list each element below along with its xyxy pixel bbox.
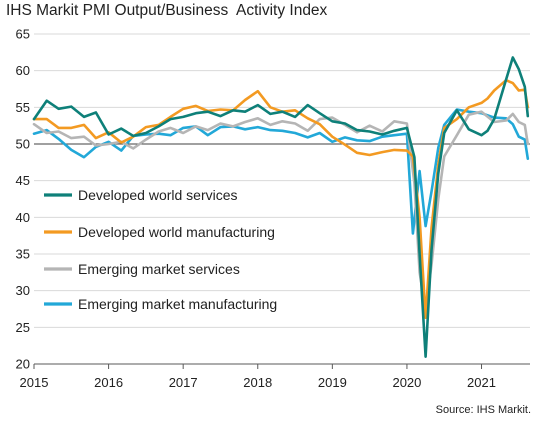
legend-label: Emerging market services — [78, 261, 240, 277]
y-tick-label: 35 — [16, 247, 30, 262]
x-tick-label: 2015 — [20, 375, 49, 390]
x-tick-label: 2021 — [467, 375, 496, 390]
series-lines — [32, 56, 530, 358]
series-line-4 — [32, 108, 530, 235]
axes: 20 25 30 35 40 45 50 55 60 65 2015 2016 2017 2018 2019… — [16, 27, 530, 390]
y-tick-label: 65 — [16, 27, 30, 42]
y-tick-label: 40 — [16, 210, 30, 225]
x-tick-label: 2017 — [169, 375, 198, 390]
chart-title: IHS Markit PMI Output/Business Activity … — [6, 2, 328, 19]
y-tick-label: 20 — [16, 357, 30, 372]
legend: Developed world services Developed world … — [44, 187, 277, 312]
y-tick-label: 25 — [16, 320, 30, 335]
legend-label: Developed world services — [78, 187, 238, 203]
legend-label: Developed world manufacturing — [78, 224, 275, 240]
x-tick-label: 2018 — [243, 375, 272, 390]
y-tick-label: 45 — [16, 173, 30, 188]
y-tick-label: 55 — [16, 100, 30, 115]
y-tick-label: 50 — [16, 137, 30, 152]
x-tick-label: 2019 — [318, 375, 347, 390]
y-tick-label: 30 — [16, 283, 30, 298]
x-tick-label: 2016 — [94, 375, 123, 390]
series-line-2 — [32, 78, 530, 320]
x-tick-label: 2020 — [392, 375, 421, 390]
series-line-3 — [32, 110, 530, 312]
chart-source: Source: IHS Markit. — [435, 404, 531, 416]
series-line-1 — [32, 56, 530, 358]
y-tick-label: 60 — [16, 63, 30, 78]
legend-label: Emerging market manufacturing — [78, 296, 277, 312]
